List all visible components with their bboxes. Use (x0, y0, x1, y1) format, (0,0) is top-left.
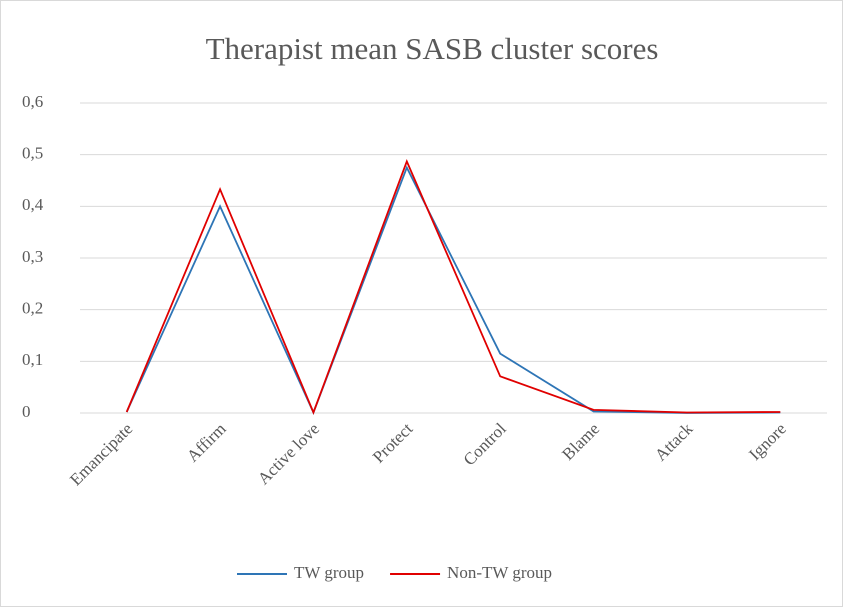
legend-label: TW group (294, 563, 364, 582)
legend-label: Non-TW group (447, 563, 552, 582)
y-tick-label: 0,5 (22, 144, 43, 163)
y-tick-label: 0,1 (22, 350, 43, 369)
y-tick-label: 0,2 (22, 299, 43, 318)
y-tick-label: 0 (22, 402, 31, 421)
chart-title: Therapist mean SASB cluster scores (206, 31, 659, 66)
y-tick-label: 0,3 (22, 247, 43, 266)
y-tick-label: 0,6 (22, 92, 43, 111)
series-line (125, 158, 781, 415)
y-tick-label: 0,4 (22, 195, 44, 214)
